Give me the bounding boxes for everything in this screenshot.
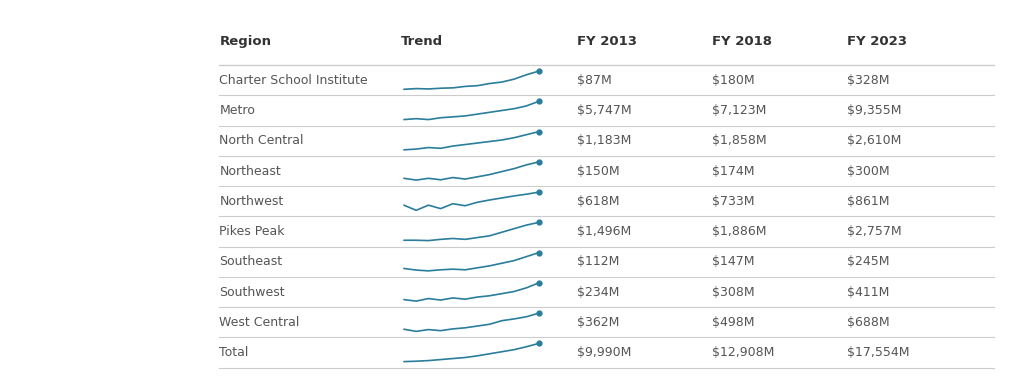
Text: FY 2023: FY 2023 [846, 35, 906, 47]
Text: $87M: $87M [577, 74, 611, 87]
Text: $688M: $688M [846, 316, 889, 329]
Text: $411M: $411M [846, 286, 889, 298]
Text: $328M: $328M [846, 74, 889, 87]
Text: North Central: North Central [219, 134, 304, 147]
Text: $17,554M: $17,554M [846, 346, 908, 359]
Text: Region: Region [219, 35, 271, 47]
Text: $1,183M: $1,183M [577, 134, 631, 147]
Text: $5,747M: $5,747M [577, 104, 632, 117]
Text: FY 2013: FY 2013 [577, 35, 637, 47]
Text: Charter School Institute: Charter School Institute [219, 74, 368, 87]
Text: $180M: $180M [711, 74, 754, 87]
Text: Pikes Peak: Pikes Peak [219, 225, 284, 238]
Text: $112M: $112M [577, 255, 620, 268]
Text: $9,355M: $9,355M [846, 104, 900, 117]
Text: $147M: $147M [711, 255, 754, 268]
Text: West Central: West Central [219, 316, 300, 329]
Text: $1,886M: $1,886M [711, 225, 765, 238]
Text: FY 2018: FY 2018 [711, 35, 771, 47]
Text: $1,858M: $1,858M [711, 134, 766, 147]
Text: $861M: $861M [846, 195, 889, 208]
Text: $245M: $245M [846, 255, 889, 268]
Text: $300M: $300M [846, 165, 889, 177]
Text: $12,908M: $12,908M [711, 346, 773, 359]
Text: $7,123M: $7,123M [711, 104, 765, 117]
Text: $150M: $150M [577, 165, 620, 177]
Text: $618M: $618M [577, 195, 620, 208]
Text: $362M: $362M [577, 316, 620, 329]
Text: Northeast: Northeast [219, 165, 281, 177]
Text: Southeast: Southeast [219, 255, 282, 268]
Text: $174M: $174M [711, 165, 754, 177]
Text: $234M: $234M [577, 286, 620, 298]
Text: Total: Total [219, 346, 249, 359]
Text: $308M: $308M [711, 286, 754, 298]
Text: Northwest: Northwest [219, 195, 283, 208]
Text: $9,990M: $9,990M [577, 346, 631, 359]
Text: $498M: $498M [711, 316, 754, 329]
Text: $733M: $733M [711, 195, 754, 208]
Text: $2,757M: $2,757M [846, 225, 901, 238]
Text: Trend: Trend [400, 35, 442, 47]
Text: $1,496M: $1,496M [577, 225, 631, 238]
Text: Metro: Metro [219, 104, 255, 117]
Text: Southwest: Southwest [219, 286, 284, 298]
Text: $2,610M: $2,610M [846, 134, 900, 147]
